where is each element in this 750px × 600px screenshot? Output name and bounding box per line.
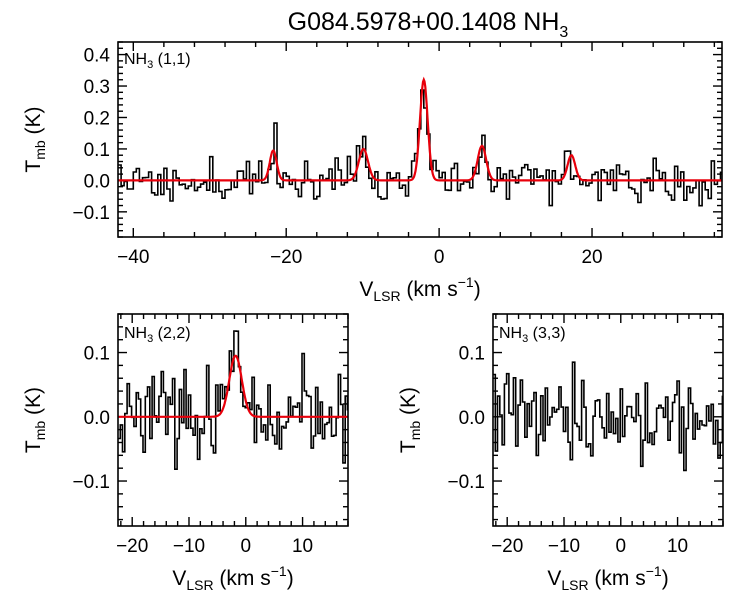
x-tick-label: 0 [240,536,251,557]
spectrum-panel: −20 −10 0 10 −0.1 0.0 0.1 NH3 (3,3) VLSR (km s−1… [397,313,724,593]
plot-frame [117,41,723,238]
x-tick-label: −10 [548,536,580,557]
y-tick-label: 0.1 [84,140,110,161]
x-tick-label: 10 [667,536,688,557]
y-tick-label: 0.1 [459,344,485,365]
x-tick-label: −40 [117,247,149,268]
panel-label: NH3 (3,3) [499,325,566,345]
x-axis-label: VLSR (km s−1) [172,563,293,593]
figure-title: G084.5978+00.1408 NH3 [288,8,569,41]
x-tick-label: −20 [270,247,302,268]
spectrum-panel: −40 −20 0 20 −0.1 0.0 0.1 0.2 0.3 0.4 NH3 (1,1) VLS… [22,41,723,304]
y-tick-label: 0.3 [84,77,110,98]
y-tick-label: 0.4 [84,46,111,67]
spectrum-trace [118,330,348,470]
y-axis-label: Tmb (K) [22,387,48,453]
y-tick-label: 0.0 [84,408,110,429]
plot-frame [117,313,349,527]
y-axis-label: Tmb (K) [397,387,423,453]
spectrum-trace [118,89,722,207]
y-tick-label: −0.1 [72,472,110,493]
x-axis-label: VLSR (km s−1) [547,563,668,593]
x-tick-label: −20 [116,536,148,557]
spectrum-trace [493,361,723,472]
panel-label: NH3 (1,1) [124,51,191,71]
x-tick-label: −10 [173,536,205,557]
y-tick-label: 0.0 [459,408,485,429]
y-tick-label: −0.1 [72,203,110,224]
x-tick-label: 10 [292,536,313,557]
x-tick-label: 0 [434,247,445,268]
panel-label: NH3 (2,2) [124,325,191,345]
model-fit-line [118,76,722,182]
x-axis-label: VLSR (km s−1) [359,274,480,304]
y-tick-label: 0.0 [84,171,110,192]
y-tick-label: 0.1 [84,344,110,365]
spectrum-panel: −20 −10 0 10 −0.1 0.0 0.1 NH3 (2,2) VLSR (km s−1… [22,313,349,593]
x-tick-label: 20 [581,247,602,268]
x-tick-label: −20 [491,536,523,557]
model-fit-line [118,354,348,418]
y-tick-label: 0.2 [84,108,110,129]
y-axis-label: Tmb (K) [22,106,48,172]
plot-frame [492,313,724,527]
x-tick-label: 0 [615,536,626,557]
y-tick-label: −0.1 [447,472,485,493]
